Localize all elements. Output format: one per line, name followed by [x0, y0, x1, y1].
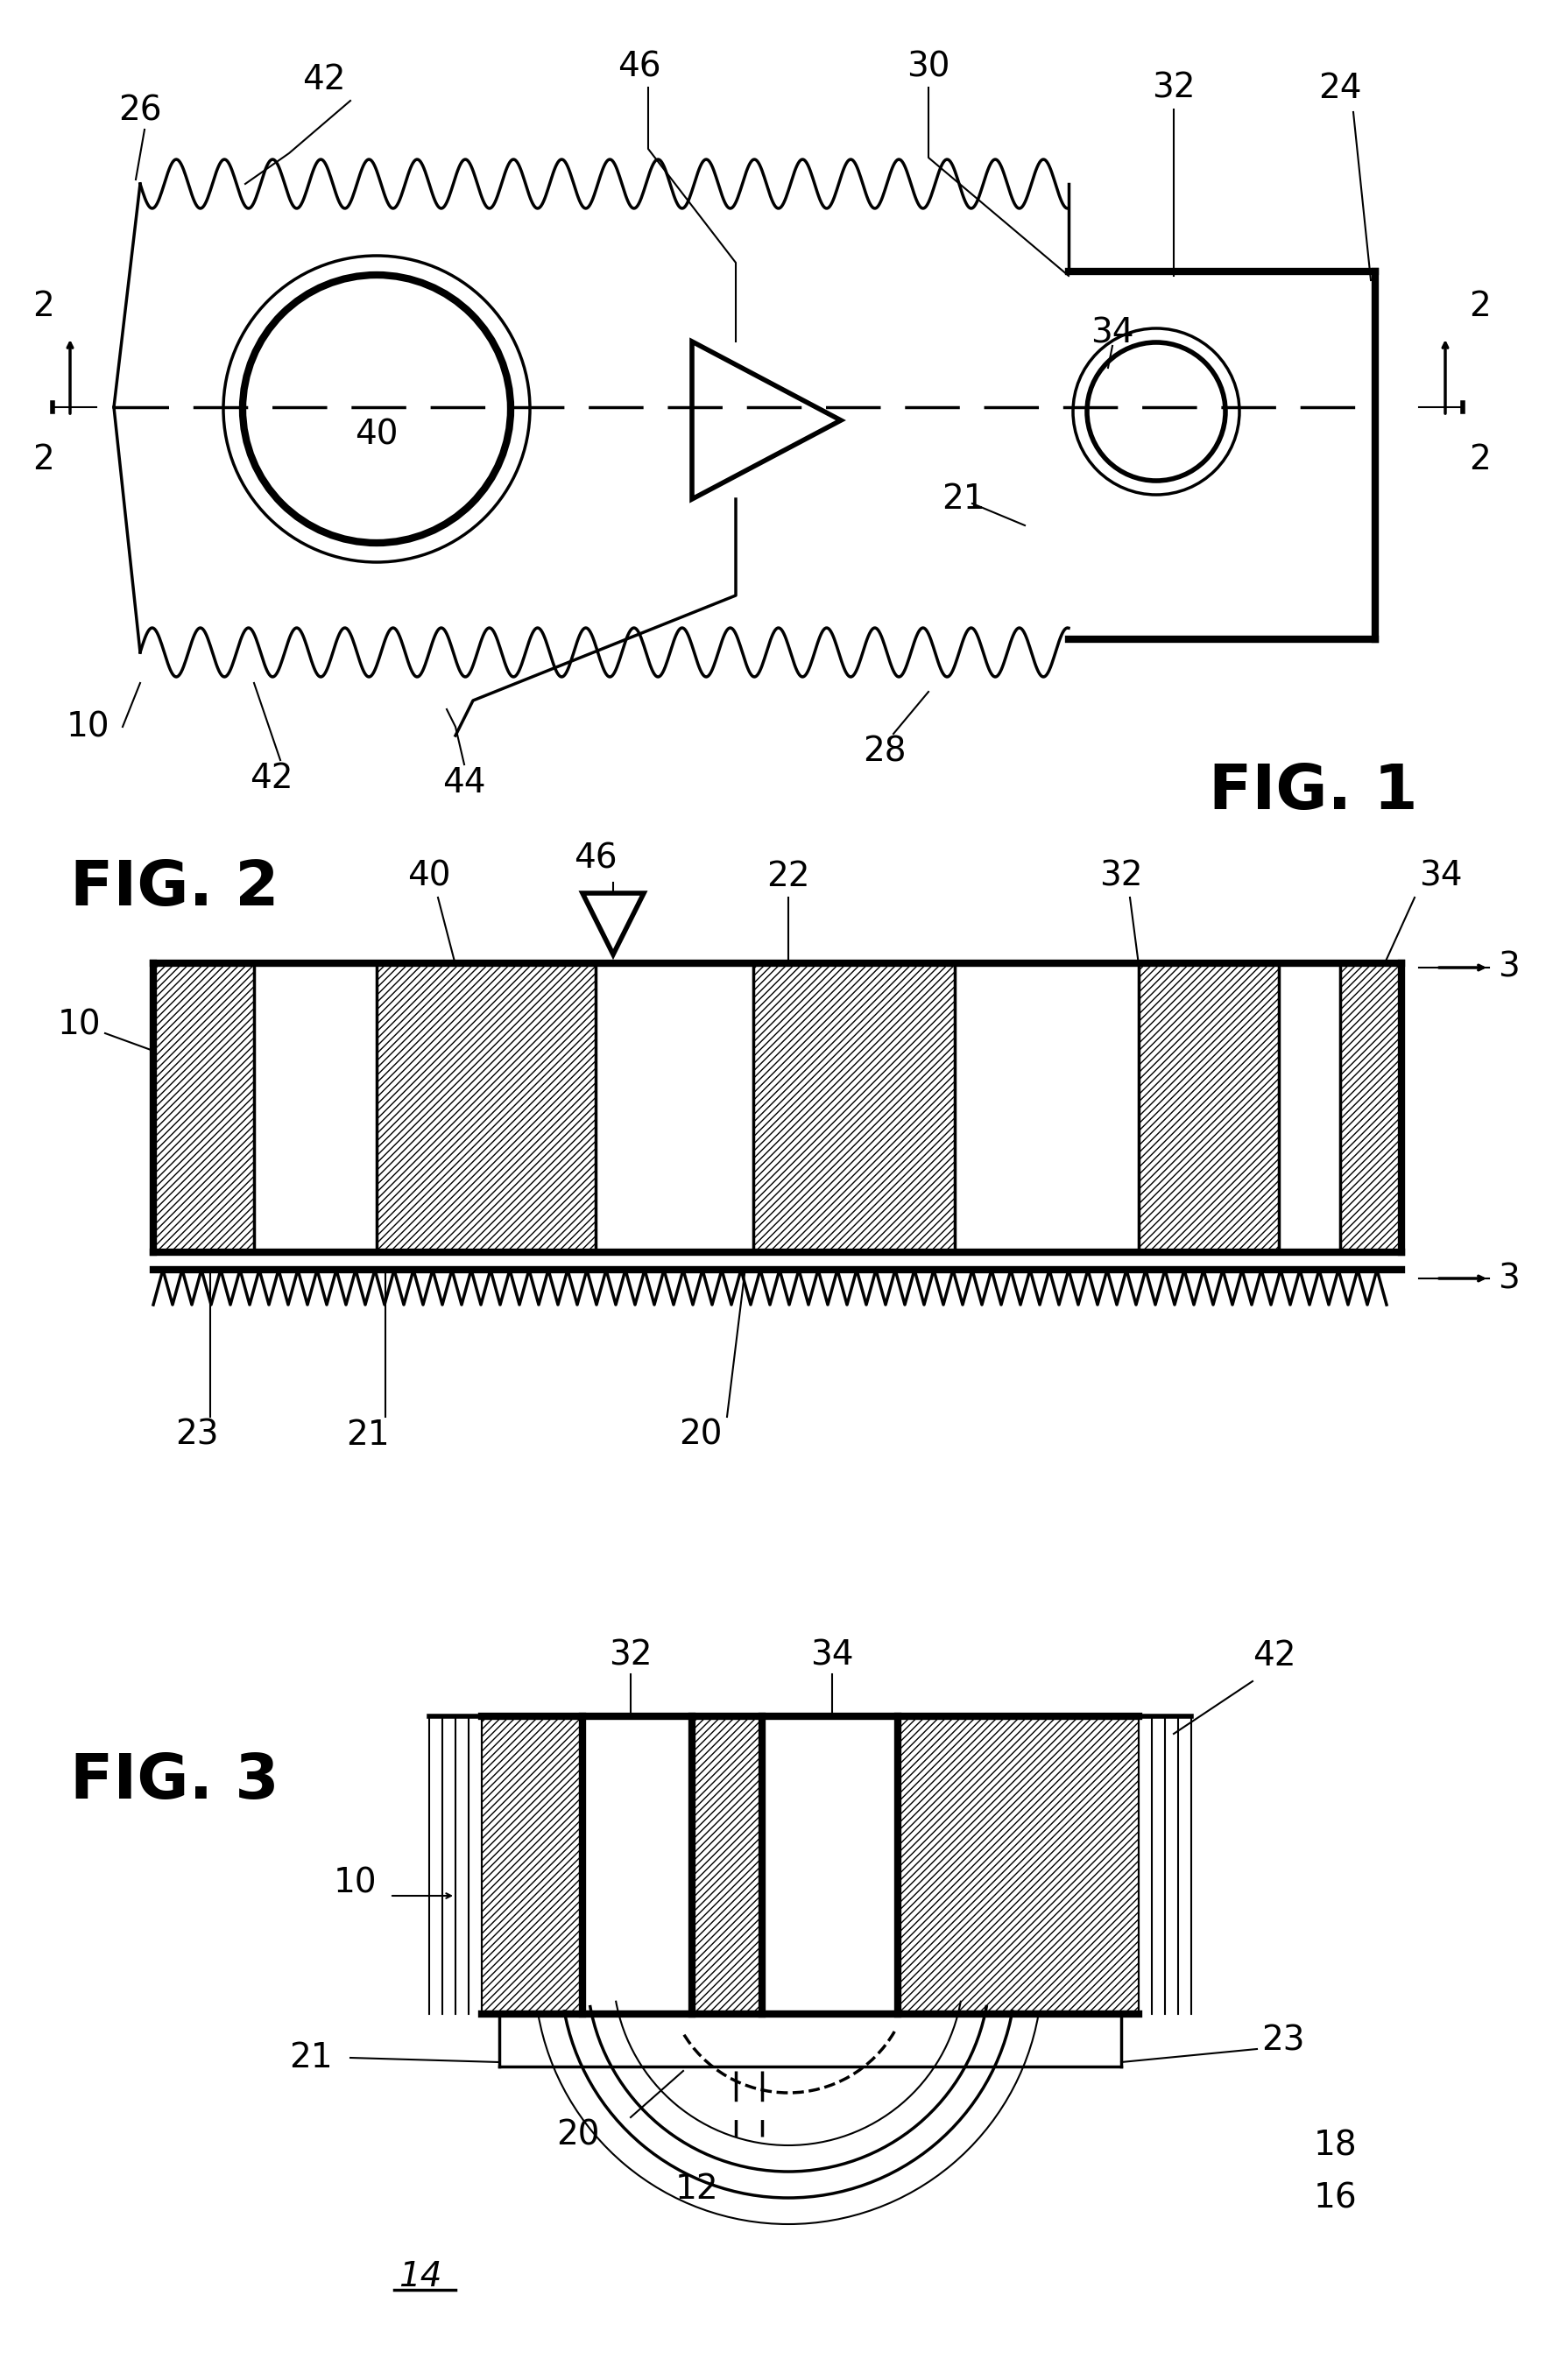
- Circle shape: [242, 276, 511, 543]
- Bar: [753, 964, 955, 1252]
- Text: FIG. 1: FIG. 1: [1208, 762, 1418, 821]
- Bar: [693, 1716, 763, 2013]
- Text: 10: 10: [334, 1866, 377, 1899]
- Text: 34: 34: [811, 1640, 854, 1673]
- Text: 42: 42: [303, 62, 346, 95]
- Text: FIG. 2: FIG. 2: [70, 859, 280, 919]
- Text: 12: 12: [676, 2173, 717, 2206]
- Text: 16: 16: [1314, 2180, 1357, 2213]
- Text: 40: 40: [356, 419, 398, 452]
- Text: 22: 22: [767, 859, 811, 892]
- Text: 40: 40: [407, 859, 450, 892]
- Text: 20: 20: [556, 2118, 599, 2152]
- Text: 42: 42: [250, 762, 294, 795]
- Text: 46: 46: [618, 50, 662, 83]
- Text: 10: 10: [65, 709, 109, 743]
- Text: 46: 46: [575, 843, 618, 876]
- Bar: [898, 1716, 1138, 2013]
- Text: 32: 32: [1152, 71, 1196, 105]
- Text: 14: 14: [399, 2261, 443, 2294]
- Text: 21: 21: [289, 2042, 332, 2075]
- Bar: [377, 964, 596, 1252]
- Text: 10: 10: [57, 1007, 101, 1040]
- Bar: [154, 964, 255, 1252]
- Text: 2: 2: [1469, 290, 1491, 324]
- Text: 2: 2: [33, 443, 54, 476]
- Bar: [582, 1716, 693, 2013]
- Text: 28: 28: [863, 735, 907, 769]
- Text: 20: 20: [679, 1418, 722, 1452]
- Text: 2: 2: [33, 290, 54, 324]
- Text: 21: 21: [346, 1418, 390, 1452]
- Text: 21: 21: [941, 483, 985, 516]
- Text: 32: 32: [1100, 859, 1143, 892]
- Circle shape: [224, 255, 530, 562]
- Text: 42: 42: [1253, 1640, 1295, 1673]
- Text: 24: 24: [1318, 71, 1362, 105]
- Bar: [1138, 964, 1278, 1252]
- Text: 3: 3: [1497, 952, 1519, 985]
- Text: 26: 26: [118, 93, 162, 126]
- Text: 32: 32: [609, 1640, 652, 1673]
- Text: 30: 30: [907, 50, 950, 83]
- Circle shape: [1087, 343, 1225, 481]
- Bar: [481, 1716, 582, 2013]
- Text: 3: 3: [1497, 1261, 1519, 1295]
- Text: 44: 44: [443, 766, 486, 800]
- Text: 34: 34: [1090, 317, 1134, 350]
- Bar: [763, 1716, 898, 2013]
- Bar: [1340, 964, 1401, 1252]
- Text: 34: 34: [1419, 859, 1463, 892]
- Text: 23: 23: [1261, 2023, 1305, 2056]
- Bar: [154, 964, 1401, 1252]
- Text: FIG. 3: FIG. 3: [70, 1752, 280, 1811]
- Text: 23: 23: [175, 1418, 219, 1452]
- Text: 18: 18: [1314, 2128, 1357, 2161]
- Text: 2: 2: [1469, 443, 1491, 476]
- Circle shape: [1073, 328, 1239, 495]
